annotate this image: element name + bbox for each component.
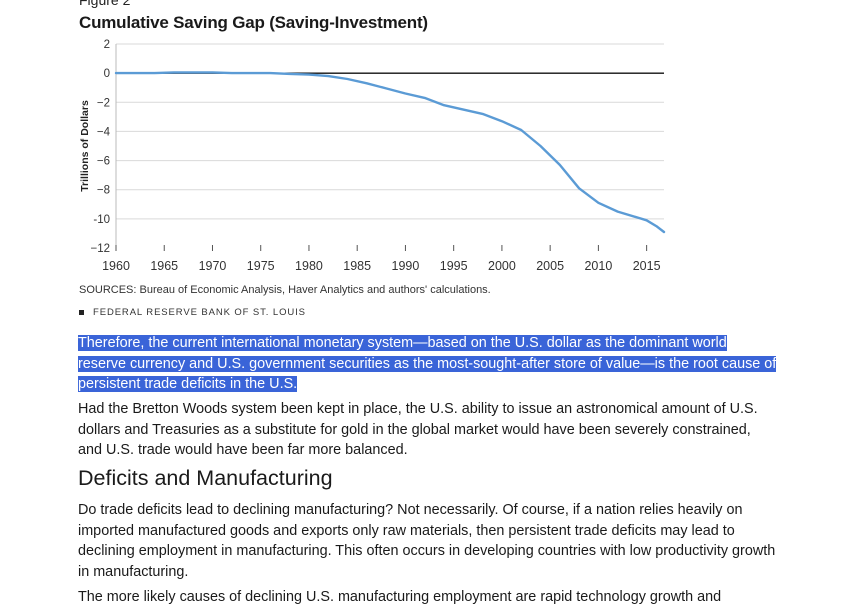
paragraph: Had the Bretton Woods system been kept i… [78,401,758,459]
chart-series [114,71,666,234]
x-tick-label: 2015 [633,259,661,273]
y-tick-label: -10 [93,214,110,226]
y-tick-label: −12 [90,243,110,255]
y-tick-label: 2 [104,39,110,51]
x-tick-label: 1975 [247,259,275,273]
credit-square-icon [79,310,84,315]
y-tick-label: −8 [97,185,110,197]
paragraph: Do trade deficits lead to declining manu… [78,502,776,581]
paragraph: The more likely causes of declining U.S.… [78,589,722,605]
chart-gridlines [116,43,664,220]
x-tick-label: 2005 [536,259,564,273]
y-tick-label: −4 [97,126,111,138]
y-axis-label: Trillions of Dollars [79,100,91,192]
x-tick-label: 1960 [102,259,130,273]
y-tick-labels: 2 0 −2 −4 −6 −8 -10 −12 [90,39,110,255]
y-tick-label: 0 [104,68,110,80]
credit-text: FEDERAL RESERVE BANK OF ST. LOUIS [93,307,306,318]
chart-sources: SOURCES: Bureau of Economic Analysis, Ha… [79,284,491,296]
series-line [114,71,666,234]
x-tick-label: 2010 [584,259,612,273]
x-tick-label: 2000 [488,259,516,273]
chart-title: Cumulative Saving Gap (Saving-Investment… [79,13,428,32]
y-tick-label: −2 [97,97,110,109]
x-tick-label: 1970 [199,259,227,273]
highlighted-paragraph[interactable]: Therefore, the current international mon… [78,333,778,395]
x-tick-label: 1980 [295,259,323,273]
chart-axes [115,44,648,251]
x-tick-label: 1985 [343,259,371,273]
text-selection[interactable]: Therefore, the current international mon… [78,335,777,393]
x-tick-label: 1995 [440,259,468,273]
figure-label: Figure 2 [79,0,131,8]
chart-credit: FEDERAL RESERVE BANK OF ST. LOUIS [79,307,306,318]
saving-gap-line-chart: 2 0 −2 −4 −6 −8 -10 −12 1960 1965 1970 1975 1980 198… [79,39,666,273]
x-tick-label: 1990 [392,259,420,273]
x-tick-label: 1965 [150,259,178,273]
x-tick-labels: 1960 1965 1970 1975 1980 1985 1990 1995 2000 2005… [102,259,660,273]
section-heading: Deficits and Manufacturing [78,466,333,490]
y-tick-label: −6 [97,156,110,168]
